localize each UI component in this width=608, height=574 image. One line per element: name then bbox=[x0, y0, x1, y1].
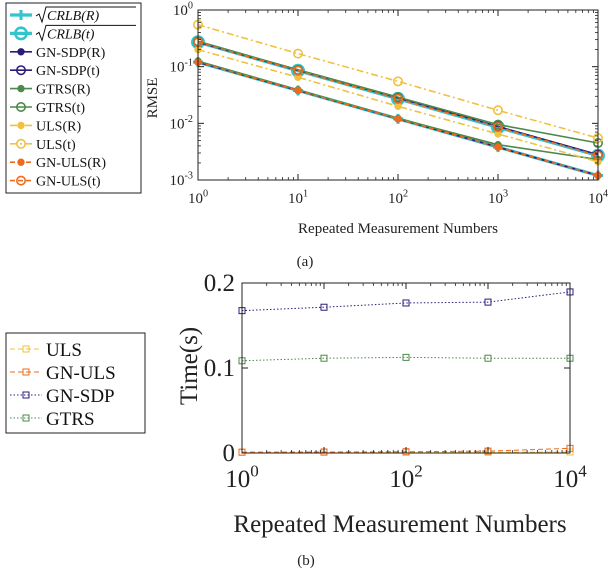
panel-b-x-axis-label: Repeated Measurement Numbers bbox=[233, 511, 566, 538]
legend-marker-gn-sdp bbox=[22, 391, 30, 399]
data-point-gtrs-3 bbox=[484, 354, 492, 362]
series-line-uls-r bbox=[197, 48, 599, 163]
legend-marker-gn-uls bbox=[22, 368, 30, 376]
data-point-gn-sdp-1 bbox=[320, 303, 328, 311]
data-point-uls-t-2 bbox=[392, 76, 403, 87]
data-point-uls-t-3 bbox=[492, 105, 503, 116]
panel-a-y-tick-label-1: 10-2 bbox=[170, 114, 194, 132]
panel-a-x-tick-label-2: 102 bbox=[388, 189, 408, 207]
legend-label-crlb-r: CRLB(R) bbox=[47, 9, 99, 24]
data-point-gn-sdp-3 bbox=[484, 298, 492, 306]
legend-marker-uls bbox=[22, 345, 30, 353]
legend-label-gtrs-r: GTRS(R) bbox=[36, 83, 91, 98]
panel-a-x-tick-label-0: 100 bbox=[188, 189, 208, 207]
legend-marker-uls-t bbox=[15, 138, 26, 149]
legend-marker-gtrs-r bbox=[17, 84, 25, 93]
legend-radical-crlb-r bbox=[35, 6, 136, 24]
panel-a-y-axis-label: RMSE bbox=[145, 78, 161, 119]
legend-label-gn-uls-r: GN-ULS(R) bbox=[36, 156, 106, 171]
panel-b-y-tick-label-1: 0.1 bbox=[204, 355, 235, 382]
data-point-gn-uls-r-1 bbox=[294, 86, 302, 95]
panel-a-x-tick-label-3: 103 bbox=[488, 189, 508, 207]
legend-label-uls-r: ULS(R) bbox=[36, 119, 81, 134]
panel-a-y-tick-label-2: 10-1 bbox=[170, 57, 194, 75]
panel-b-x-tick-label-2: 104 bbox=[553, 462, 587, 494]
panel-a-legend: CRLB(R) CRLB(t) GN-SDP(R) GN-SDP(t) GTRS(R) G… bbox=[5, 2, 142, 194]
legend-label-gn-uls-t: GN-ULS(t) bbox=[36, 175, 101, 190]
legend-marker-gn-sdp-r bbox=[17, 48, 25, 56]
legend-radical-crlb-t bbox=[35, 24, 136, 43]
data-point-uls-r-2 bbox=[394, 102, 402, 110]
legend-label-gtrs: GTRS bbox=[46, 409, 95, 430]
legend-marker-gtrs bbox=[22, 414, 30, 422]
legend-marker-uls-r bbox=[17, 121, 25, 130]
data-point-gtrs-1 bbox=[320, 354, 328, 362]
series-line-gn-sdp bbox=[241, 291, 571, 312]
data-point-uls-t-1 bbox=[292, 48, 303, 59]
legend-marker-gn-uls-r bbox=[17, 158, 25, 166]
legend-label-gn-uls: GN-ULS bbox=[46, 363, 116, 384]
series-line-gn-uls-t bbox=[197, 41, 599, 157]
data-point-gn-uls-t-2 bbox=[392, 93, 403, 104]
data-point-gn-uls-r-3 bbox=[494, 143, 502, 151]
panel-b-y-tick-label-2: 0.2 bbox=[204, 270, 235, 297]
data-point-gn-uls-t-3 bbox=[492, 122, 503, 133]
panel-a-x-tick-label-1: 101 bbox=[288, 189, 308, 207]
legend-marker-gtrs-t bbox=[15, 102, 26, 113]
legend-marker-gn-sdp-t bbox=[15, 65, 26, 76]
series-line-gtrs-t bbox=[197, 40, 599, 144]
legend-label-gn-sdp-t: GN-SDP(t) bbox=[36, 64, 100, 79]
legend-marker-crlb-r bbox=[16, 10, 26, 20]
series-line-gn-uls-r bbox=[197, 61, 599, 177]
panel-b-y-axis-label: Time(s) bbox=[176, 327, 203, 405]
panel-a-caption: (a) bbox=[297, 254, 314, 270]
panel-a-x-axis-label: Repeated Measurement Numbers bbox=[298, 221, 498, 237]
legend-label-crlb-t: CRLB(t) bbox=[47, 27, 95, 42]
series-line-uls-t bbox=[197, 23, 599, 139]
panel-b-x-tick-label-1: 102 bbox=[389, 462, 423, 494]
series-line-gtrs-r bbox=[197, 60, 599, 161]
legend-label-gn-sdp-r: GN-SDP(R) bbox=[36, 46, 106, 61]
panel-a-y-tick-label-3: 100 bbox=[173, 1, 193, 19]
data-point-gn-uls-t-1 bbox=[292, 65, 303, 76]
legend-marker-gn-uls-t bbox=[15, 175, 26, 186]
legend-marker-crlb-t bbox=[14, 26, 28, 41]
panel-a-y-tick-label-0: 10-3 bbox=[170, 171, 194, 189]
series-line-gtrs bbox=[241, 356, 570, 362]
legend-label-uls-t: ULS(t) bbox=[36, 138, 76, 153]
panel-b-plot-area: 100 102 104 0 0.1 0.2 bbox=[204, 270, 588, 493]
panel-b-x-tick-label-0: 100 bbox=[225, 462, 259, 494]
data-point-gn-uls-r-2 bbox=[394, 115, 402, 123]
panel-a-rmse-chart: CRLB(R) CRLB(t) GN-SDP(R) GN-SDP(t) GTRS(R) G… bbox=[5, 1, 608, 270]
panel-a-x-tick-label-4: 104 bbox=[588, 189, 608, 207]
legend-label-uls: ULS bbox=[46, 340, 82, 361]
panel-a-plot-area: 100 101 102 103 104 10-3 10-2 10-1 100 bbox=[170, 1, 608, 207]
data-point-gn-sdp-2 bbox=[402, 299, 410, 307]
panel-b-caption: (b) bbox=[297, 553, 315, 569]
panel-b-y-tick-label-0: 0 bbox=[223, 440, 236, 467]
legend-label-gtrs-t: GTRS(t) bbox=[36, 101, 85, 116]
legend-label-gn-sdp: GN-SDP bbox=[46, 386, 115, 407]
data-point-gtrs-2 bbox=[402, 353, 410, 361]
